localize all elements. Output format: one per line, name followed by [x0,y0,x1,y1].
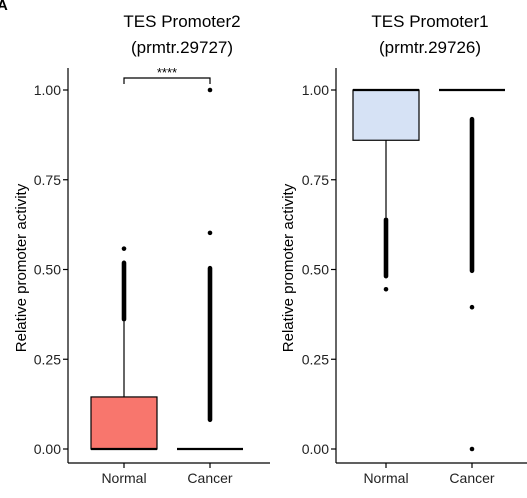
outlier-points [383,217,389,279]
y-axis-label: Relative promoter activity [13,183,30,352]
outlier-points [469,116,475,274]
outlier-point [469,446,475,452]
outlier-point [207,230,213,236]
chart-panel-promoter1: TES Promoter1 (prmtr.29726) Relative pro… [280,12,527,486]
significance-bracket [123,77,211,84]
plot-area: 0.00 0.25 0.50 0.75 1.00 Normal Cancer [302,68,527,486]
y-tick-label: 0.00 [34,441,61,457]
y-tick-label: 0.50 [34,262,61,278]
outlier-points [121,260,127,322]
plot-area: 0.00 0.25 0.50 0.75 1.00 Normal Cancer **** [34,65,270,486]
y-tick-label: 0.00 [302,441,329,457]
y-tick-label: 0.25 [34,351,61,367]
outlier-point [469,304,475,310]
x-tick-label: Cancer [449,470,494,486]
significance-label: **** [157,65,177,80]
outlier-point [383,286,389,292]
chart-panel-promoter2: TES Promoter2 (prmtr.29727) Relative pro… [13,12,270,486]
x-tick-label: Normal [363,470,408,486]
chart-subtitle: (prmtr.29726) [379,38,481,57]
outlier-points [207,265,213,423]
chart-title: TES Promoter2 [123,12,240,31]
y-tick-label: 0.50 [302,262,329,278]
y-tick-label: 0.75 [34,172,61,188]
y-tick-label: 0.75 [302,172,329,188]
y-tick-label: 0.25 [302,351,329,367]
panel-label: A [0,0,8,14]
y-tick-label: 1.00 [302,82,329,98]
outlier-point [207,87,213,93]
x-tick-label: Normal [101,470,146,486]
box-normal [352,89,420,141]
outlier-point [121,246,127,251]
x-tick-label: Cancer [187,470,232,486]
y-axis-label: Relative promoter activity [280,183,297,352]
chart-subtitle: (prmtr.29727) [131,38,233,57]
box-normal [90,396,158,450]
y-tick-label: 1.00 [34,82,61,98]
chart-title: TES Promoter1 [371,12,488,31]
